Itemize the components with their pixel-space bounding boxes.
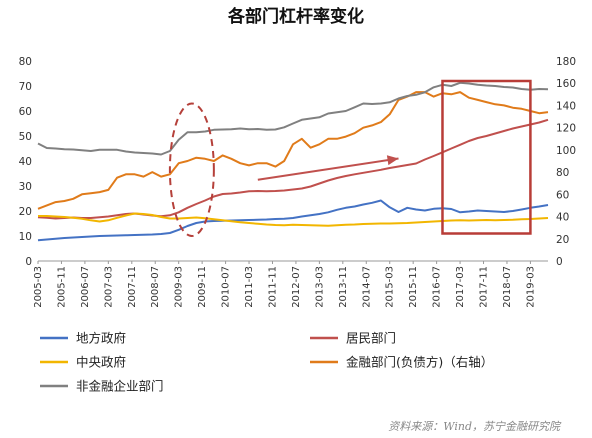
highlight-rectangle [441, 79, 532, 235]
x-tick-label: 2013-11 [338, 266, 349, 308]
x-tick-label: 2005-11 [56, 266, 67, 308]
y-right-tick-label: 0 [556, 256, 563, 268]
y-left-tick-label: 80 [19, 56, 32, 68]
x-tick-label: 2019-03 [525, 266, 536, 308]
x-tick-label: 2012-07 [291, 266, 302, 308]
x-tick-label: 2005-03 [33, 266, 44, 308]
x-tick-label: 2009-11 [197, 266, 208, 308]
x-tick-label: 2008-07 [150, 266, 161, 308]
x-tick-label: 2009-03 [174, 266, 185, 308]
y-left-tick-label: 20 [19, 206, 32, 218]
x-tick-label: 2011-03 [244, 266, 255, 308]
x-tick-label: 2006-07 [80, 266, 91, 308]
chart-title: 各部门杠杆率变化 [227, 6, 364, 27]
legend-label-2: 中央政府 [76, 355, 126, 370]
x-tick-label: 2007-11 [127, 266, 138, 308]
series-lines [37, 81, 549, 242]
legend-label-4: 非金融企业部门 [76, 379, 164, 394]
y-right-tick-label: 100 [556, 145, 576, 157]
series-line-1 [37, 118, 549, 220]
legend-label-0: 地方政府 [76, 331, 126, 346]
y-right-tick-label: 20 [556, 234, 569, 246]
series-line-3 [37, 91, 549, 210]
y-left-tick-label: 70 [19, 81, 32, 93]
series-line-0 [37, 199, 549, 242]
y-right-tick-label: 80 [556, 167, 569, 179]
y-right-tick-label: 180 [556, 56, 576, 68]
x-tick-label: 2013-03 [314, 266, 325, 308]
x-tick-label: 2007-03 [103, 266, 114, 308]
axes: 0 10 20 30 40 50 60 70 80 0 20 40 60 80 100 120 140 160 18… [19, 56, 576, 308]
legend-label-1: 居民部门 [346, 331, 396, 346]
y-left-tick-label: 50 [19, 131, 32, 143]
annotations [168, 79, 532, 237]
source-note: 资料来源：Wind，苏宁金融研究院 [388, 420, 562, 433]
x-tick-label: 2010-07 [221, 266, 232, 308]
dashed-ellipse-annotation [168, 102, 215, 237]
y-right-tick-label: 60 [556, 189, 569, 201]
x-tick-label: 2015-03 [385, 266, 396, 308]
x-tick-label: 2017-03 [455, 266, 466, 308]
y-right-tick-label: 140 [556, 100, 576, 112]
y-left-tick-label: 10 [19, 231, 32, 243]
y-left-tick-label: 40 [19, 156, 32, 168]
x-tick-label: 2011-11 [267, 266, 278, 308]
y-left-tick-label: 60 [19, 106, 32, 118]
y-right-tick-label: 40 [556, 212, 569, 224]
y-right-tick-label: 160 [556, 78, 576, 90]
x-tick-label: 2015-11 [408, 266, 419, 308]
x-tick-label: 2017-11 [479, 266, 490, 308]
y-right-tick-label: 120 [556, 123, 576, 135]
x-tick-label: 2014-07 [361, 266, 372, 308]
y-left-tick-label: 30 [19, 181, 32, 193]
series-line-4 [37, 81, 549, 156]
trend-arrow-head [386, 155, 399, 166]
trend-arrow-line [257, 157, 399, 181]
legend-label-3: 金融部门(负债方)（右轴） [346, 355, 493, 370]
x-tick-label: 2016-07 [432, 266, 443, 308]
x-tick-label: 2018-07 [502, 266, 513, 308]
y-left-tick-label: 0 [25, 256, 32, 268]
series-line-2 [38, 212, 549, 227]
